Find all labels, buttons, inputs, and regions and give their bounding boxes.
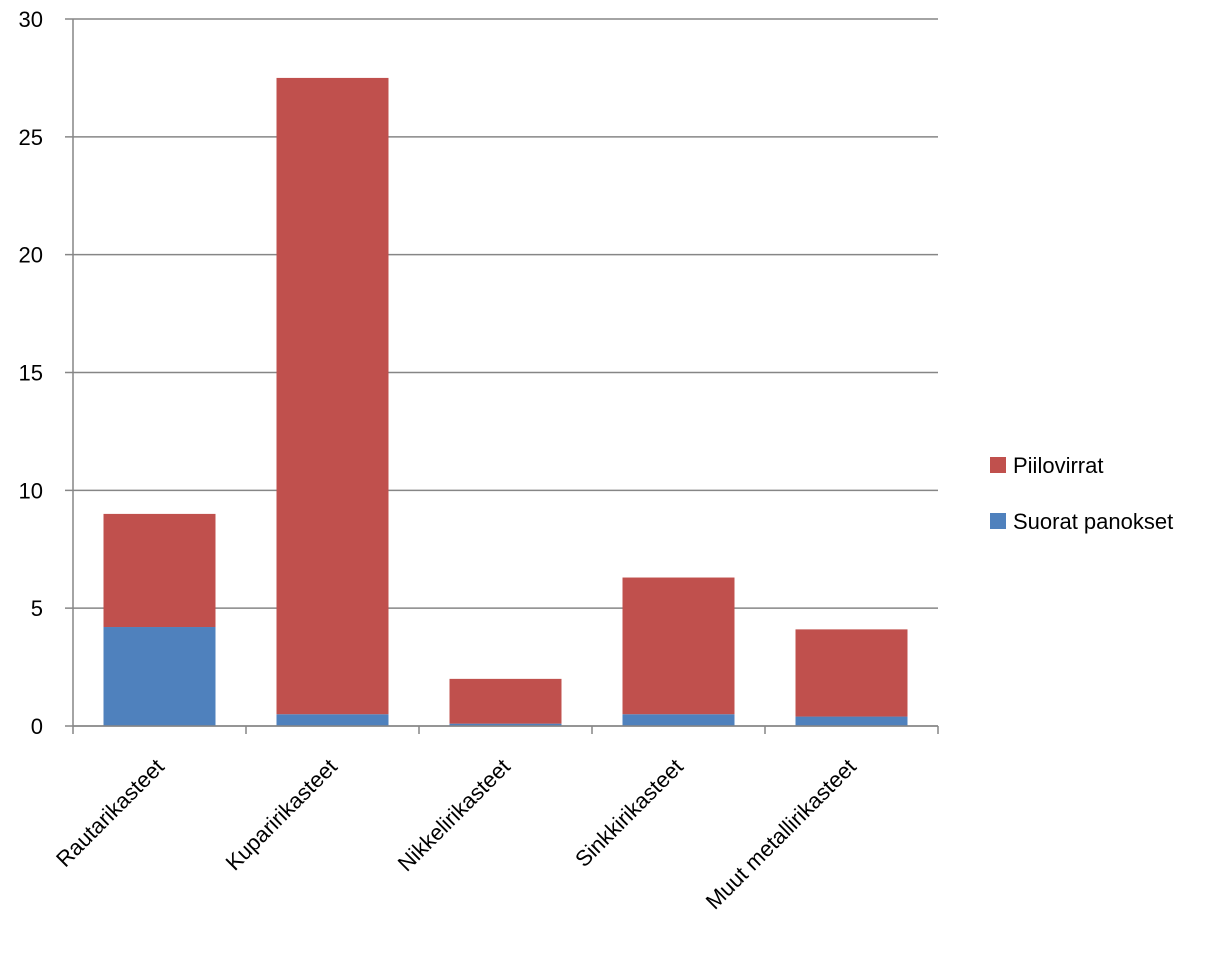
bar-suorat-panokset (276, 714, 389, 726)
bar-suorat-panokset (795, 716, 908, 726)
x-category-label: Rautarikasteet (51, 754, 169, 872)
bars (103, 77, 908, 726)
y-tick-label: 20 (19, 243, 43, 268)
x-category-label: Nikkelirikasteet (393, 754, 515, 876)
bar-piilovirrat (622, 577, 735, 715)
bar-piilovirrat (276, 77, 389, 715)
x-category-label: Kuparirikasteet (221, 754, 342, 875)
bar-suorat-panokset (622, 714, 735, 726)
y-tick-label: 5 (31, 596, 43, 621)
axes (72, 19, 939, 734)
y-tick-label: 30 (19, 7, 43, 32)
axis-labels: 0 5 10 15 20 25 30 Rautarikasteet Kuparirikastee… (19, 7, 862, 914)
y-tick-label: 10 (19, 478, 43, 503)
legend-swatch (990, 513, 1006, 529)
legend-swatch (990, 457, 1006, 473)
x-category-label: Sinkkirikasteet (570, 754, 688, 872)
y-tick-label: 0 (31, 714, 43, 739)
bar-suorat-panokset (449, 723, 562, 726)
bar-piilovirrat (103, 513, 216, 628)
bar-suorat-panokset (103, 627, 216, 726)
legend-label: Piilovirrat (1013, 453, 1103, 478)
y-tick-label: 15 (19, 361, 43, 386)
bar-piilovirrat (795, 629, 908, 717)
y-tick-label: 25 (19, 125, 43, 150)
legend-label: Suorat panokset (1013, 509, 1173, 534)
bar-piilovirrat (449, 678, 562, 724)
legend: Piilovirrat Suorat panokset (990, 453, 1173, 534)
x-category-label: Muut metallirikasteet (701, 754, 861, 914)
